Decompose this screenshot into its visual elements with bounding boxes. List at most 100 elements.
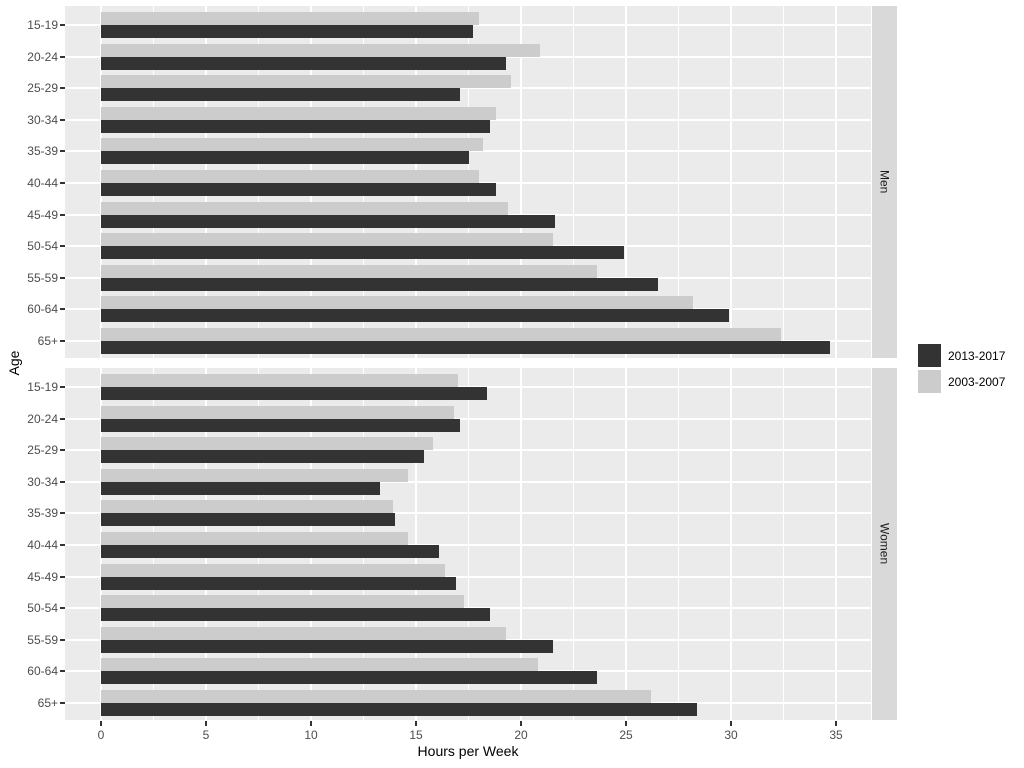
bar-women-40-44-2013-2017 xyxy=(101,545,440,558)
bar-women-40-44-2003-2007 xyxy=(101,532,408,545)
y-tick-label: 25-29 xyxy=(27,443,58,458)
category-gridline xyxy=(65,417,871,420)
y-tick-mark xyxy=(60,87,65,90)
y-tick-label: 35-39 xyxy=(27,144,58,159)
y-tick-label: 65+ xyxy=(37,334,58,348)
y-tick-label: 15-19 xyxy=(27,18,58,32)
facet-strip-label-men: Men xyxy=(877,170,892,194)
y-tick-mark xyxy=(60,118,65,121)
bar-women-60-64-2013-2017 xyxy=(101,671,597,685)
bar-men-65+-2013-2017 xyxy=(101,341,830,354)
bar-men-60-64-2003-2007 xyxy=(101,296,694,310)
facet-panel-women xyxy=(65,368,871,720)
y-tick-label: 20-24 xyxy=(27,411,58,426)
category-gridline xyxy=(65,87,871,90)
bar-men-35-39-2013-2017 xyxy=(101,151,469,165)
bar-women-20-24-2013-2017 xyxy=(101,418,461,432)
y-tick-label: 60-64 xyxy=(27,664,58,679)
facet-strip-men: Men xyxy=(872,6,897,358)
bar-women-50-54-2013-2017 xyxy=(101,608,490,622)
y-tick-label: 45-49 xyxy=(27,207,58,222)
category-gridline xyxy=(65,480,871,483)
y-tick-label: 50-54 xyxy=(27,601,58,616)
bar-women-25-29-2003-2007 xyxy=(101,437,433,451)
bar-men-45-49-2013-2017 xyxy=(101,214,555,228)
x-tick-mark xyxy=(100,721,102,726)
y-tick-mark xyxy=(60,512,65,515)
x-tick-label: 20 xyxy=(514,728,528,742)
x-tick-mark xyxy=(625,721,627,726)
y-tick-label: 65+ xyxy=(37,696,58,710)
legend-swatch-2013-2017 xyxy=(918,344,941,367)
bar-men-60-64-2013-2017 xyxy=(101,309,729,323)
y-tick-mark xyxy=(60,24,65,26)
bar-men-15-19-2003-2007 xyxy=(101,12,479,25)
bar-women-55-59-2003-2007 xyxy=(101,626,507,640)
bar-women-30-34-2013-2017 xyxy=(101,481,381,495)
facet-strip-women: Women xyxy=(872,368,897,720)
category-gridline xyxy=(65,575,871,578)
bar-women-65+-2003-2007 xyxy=(101,690,652,703)
bar-men-45-49-2003-2007 xyxy=(101,201,509,215)
bar-women-60-64-2003-2007 xyxy=(101,658,538,672)
legend-label-2003-2007: 2003-2007 xyxy=(948,374,1006,389)
y-tick-mark xyxy=(60,670,65,673)
y-tick-mark xyxy=(60,182,65,184)
y-tick-mark xyxy=(60,544,65,546)
bar-men-55-59-2003-2007 xyxy=(101,264,597,278)
y-tick-label: 45-49 xyxy=(27,569,58,584)
bar-men-40-44-2003-2007 xyxy=(101,170,479,183)
bar-women-30-34-2003-2007 xyxy=(101,468,408,482)
y-tick-mark xyxy=(60,449,65,452)
y-tick-label: 50-54 xyxy=(27,239,58,254)
x-tick-mark xyxy=(205,721,207,726)
y-tick-label: 30-34 xyxy=(27,474,58,489)
x-tick-label: 35 xyxy=(829,728,843,742)
legend-label-2013-2017: 2013-2017 xyxy=(948,348,1006,363)
bar-men-20-24-2003-2007 xyxy=(101,43,540,57)
bar-men-15-19-2013-2017 xyxy=(101,25,473,38)
legend: 2013-2017 2003-2007 xyxy=(918,344,1005,396)
y-tick-mark xyxy=(60,340,65,342)
bar-women-15-19-2003-2007 xyxy=(101,374,458,387)
y-tick-label: 25-29 xyxy=(27,81,58,96)
x-tick-mark xyxy=(310,721,312,726)
y-tick-label: 60-64 xyxy=(27,302,58,317)
y-tick-mark xyxy=(60,55,65,58)
bar-women-15-19-2013-2017 xyxy=(101,387,488,400)
bar-women-45-49-2003-2007 xyxy=(101,563,446,577)
category-gridline xyxy=(65,544,871,546)
y-tick-label: 35-39 xyxy=(27,506,58,521)
y-tick-mark xyxy=(60,245,65,248)
y-tick-mark xyxy=(60,638,65,641)
y-tick-mark xyxy=(60,607,65,610)
x-tick-mark xyxy=(730,721,732,726)
bar-men-20-24-2013-2017 xyxy=(101,56,507,70)
x-tick-label: 15 xyxy=(409,728,423,742)
bar-men-35-39-2003-2007 xyxy=(101,138,484,152)
facet-strip-label-women: Women xyxy=(877,523,892,565)
y-tick-label: 40-44 xyxy=(27,538,58,552)
y-tick-label: 40-44 xyxy=(27,176,58,190)
x-tick-mark xyxy=(835,721,837,726)
bar-women-45-49-2013-2017 xyxy=(101,576,456,590)
y-tick-mark xyxy=(60,702,65,704)
x-tick-label: 0 xyxy=(97,728,105,742)
facet-panel-men xyxy=(65,6,871,358)
bar-women-50-54-2003-2007 xyxy=(101,595,465,609)
bar-men-50-54-2003-2007 xyxy=(101,233,553,247)
y-tick-mark xyxy=(60,386,65,388)
x-axis-title: Hours per Week xyxy=(417,743,519,759)
bar-men-65+-2003-2007 xyxy=(101,328,782,341)
bar-men-25-29-2003-2007 xyxy=(101,75,511,89)
bar-women-35-39-2003-2007 xyxy=(101,500,393,514)
y-tick-mark xyxy=(60,308,65,311)
bar-women-20-24-2003-2007 xyxy=(101,405,454,419)
x-tick-mark xyxy=(415,721,417,726)
x-tick-mark xyxy=(520,721,522,726)
x-tick-label: 10 xyxy=(304,728,318,742)
bar-men-50-54-2013-2017 xyxy=(101,246,624,260)
legend-key-2013-2017: 2013-2017 xyxy=(918,344,1005,367)
y-tick-label: 30-34 xyxy=(27,112,58,127)
